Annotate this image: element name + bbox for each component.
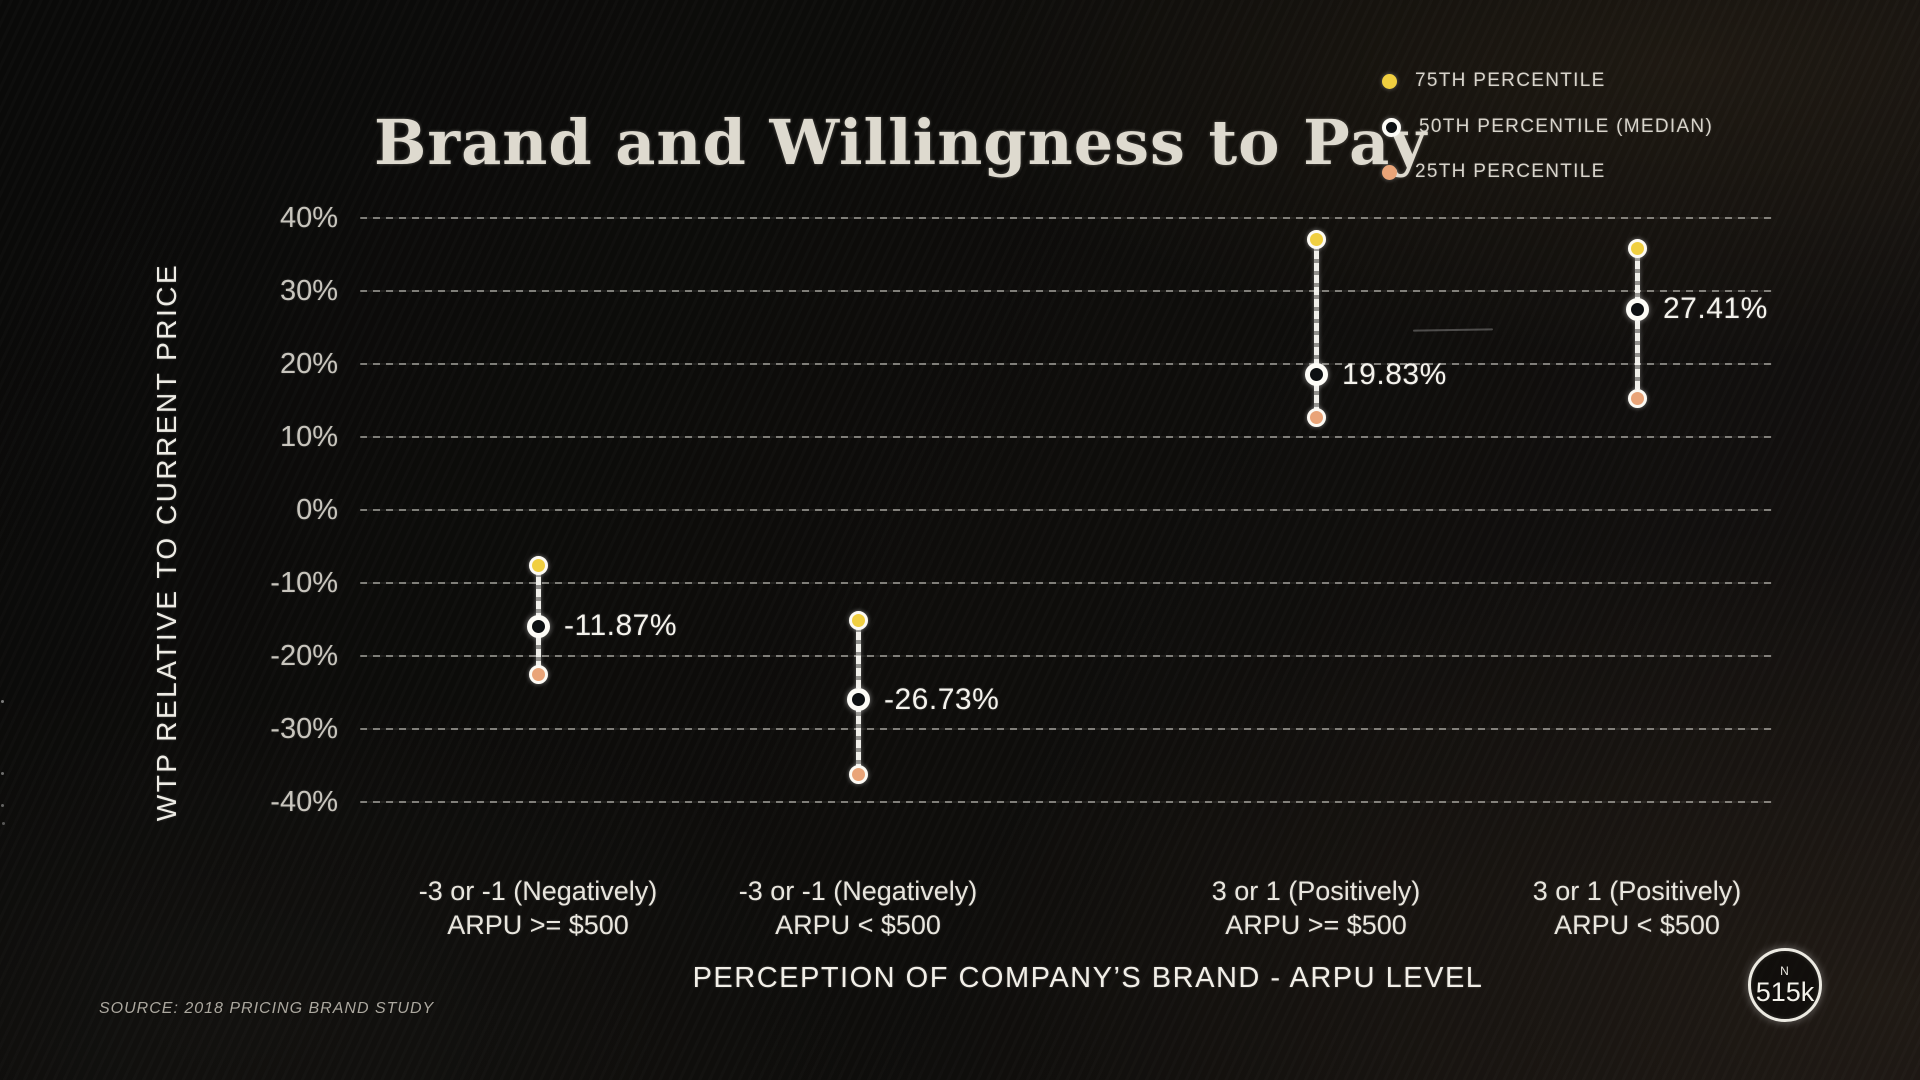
p25-marker xyxy=(1306,407,1326,427)
category-line1: 3 or 1 (Positively) xyxy=(1532,876,1742,906)
legend-label: 50TH PERCENTILE (MEDIAN) xyxy=(1419,116,1714,137)
range-stem xyxy=(1313,239,1319,418)
gridline--30% xyxy=(360,728,1772,730)
y-tick-label: -20% xyxy=(270,640,338,672)
category-line1: -3 or -1 (Negatively) xyxy=(418,876,658,906)
legend-item-25th: 25TH PERCENTILE xyxy=(1382,159,1606,185)
chalk-smudge-decoration xyxy=(1412,328,1494,332)
category-label: 3 or 1 (Positively) ARPU < $500 xyxy=(1437,874,1837,942)
p75-marker xyxy=(1627,239,1647,259)
legend-label: 25TH PERCENTILE xyxy=(1415,161,1606,182)
gridline-40% xyxy=(360,217,1772,219)
percentile-75-dot-icon xyxy=(1382,73,1397,89)
sample-size-n-label: N xyxy=(1780,963,1790,978)
sample-size-badge: N 515k xyxy=(1748,948,1822,1022)
y-tick-label: -10% xyxy=(270,567,338,599)
category-line2: ARPU >= $500 xyxy=(1225,910,1407,940)
median-value-label: 27.41% xyxy=(1663,292,1768,326)
category-line1: -3 or -1 (Negatively) xyxy=(738,876,978,906)
gridline-0% xyxy=(360,509,1772,511)
range-stem xyxy=(1634,248,1640,399)
median-marker xyxy=(526,614,550,638)
chalk-specks-decoration xyxy=(1,700,4,703)
median-marker xyxy=(1304,363,1328,387)
gridline--10% xyxy=(360,582,1772,584)
y-tick-label: 0% xyxy=(296,494,338,526)
median-value-label: -26.73% xyxy=(884,682,1000,716)
category-line2: ARPU >= $500 xyxy=(447,910,629,940)
median-marker xyxy=(1625,297,1649,321)
legend-item-50th: 50TH PERCENTILE (MEDIAN) xyxy=(1382,114,1713,140)
y-tick-label: 30% xyxy=(279,275,338,307)
median-value-label: -11.87% xyxy=(564,609,678,643)
y-tick-label: -40% xyxy=(270,786,338,818)
p75-marker xyxy=(1306,229,1326,249)
y-tick-label: 10% xyxy=(279,421,338,453)
gridline--20% xyxy=(360,655,1772,657)
x-axis-title: PERCEPTION OF COMPANY’S BRAND - ARPU LEV… xyxy=(692,962,1484,994)
source-note: SOURCE: 2018 PRICING BRAND STUDY xyxy=(99,1000,435,1017)
gridline-10% xyxy=(360,436,1772,438)
legend-item-75th: 75TH PERCENTILE xyxy=(1382,68,1606,94)
y-tick-label: 40% xyxy=(279,202,338,234)
p75-marker xyxy=(528,555,548,575)
legend-label: 75TH PERCENTILE xyxy=(1415,70,1606,91)
gridline-30% xyxy=(360,290,1772,292)
chart-title: Brand and Willingness to Pay xyxy=(374,105,1428,179)
p25-marker xyxy=(1627,388,1647,408)
p25-marker xyxy=(528,664,548,684)
category-line1: 3 or 1 (Positively) xyxy=(1211,876,1421,906)
category-line2: ARPU < $500 xyxy=(775,910,941,940)
category-label: -3 or -1 (Negatively) ARPU < $500 xyxy=(658,874,1058,942)
y-tick-label: -30% xyxy=(270,713,338,745)
p75-marker xyxy=(848,610,868,630)
p25-marker xyxy=(848,765,868,785)
y-tick-label: 20% xyxy=(279,348,338,380)
y-axis-title: WTP RELATIVE TO CURRENT PRICE xyxy=(151,262,182,822)
sample-size-value: 515k xyxy=(1755,976,1815,1007)
gridline--40% xyxy=(360,801,1772,803)
category-label: 3 or 1 (Positively) ARPU >= $500 xyxy=(1116,874,1516,942)
median-marker xyxy=(846,688,870,712)
gridline-20% xyxy=(360,363,1772,365)
percentile-25-dot-icon xyxy=(1382,164,1397,180)
median-value-label: 19.83% xyxy=(1342,357,1447,391)
category-label: -3 or -1 (Negatively) ARPU >= $500 xyxy=(338,874,738,942)
percentile-50-ring-icon xyxy=(1382,117,1401,137)
category-line2: ARPU < $500 xyxy=(1554,910,1720,940)
